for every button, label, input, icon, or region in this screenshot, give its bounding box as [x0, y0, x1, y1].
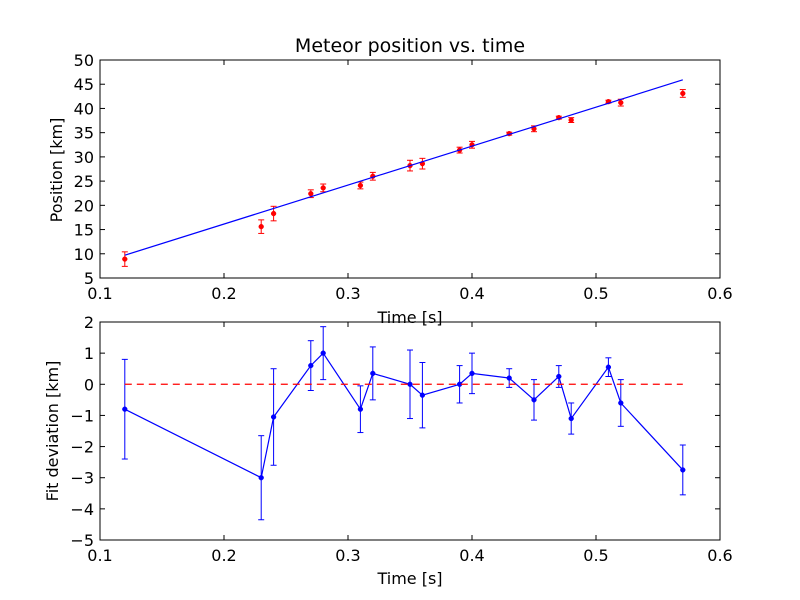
x-tick-label: 0.3	[335, 546, 360, 565]
y-tick-label: 20	[74, 196, 94, 215]
data-point	[531, 397, 537, 403]
fit-line	[124, 79, 683, 256]
data-point	[308, 362, 314, 369]
x-tick-label: 0.2	[211, 546, 236, 565]
x-tick-label: 0.1	[87, 546, 112, 565]
y-tick-label: −2	[70, 438, 94, 457]
x-axis-label: Time [s]	[376, 308, 442, 327]
y-tick-label: 30	[74, 148, 94, 167]
y-tick-label: 1	[84, 344, 94, 363]
y-tick-label: 5	[84, 269, 94, 288]
deviation-line	[124, 352, 684, 479]
data-point	[357, 406, 364, 412]
y-tick-label: 35	[74, 124, 94, 143]
position-plot: 0.1 0.2 0.3 0.4 0.5 0.6 5 10 15 20 25 30 35 40 45 50 Met…	[47, 35, 733, 327]
y-tick-label: 2	[84, 313, 94, 332]
data-point	[556, 373, 562, 380]
y-tick-label: 15	[74, 221, 94, 240]
data-point	[370, 370, 376, 377]
data-point	[568, 117, 574, 123]
data-point	[357, 182, 364, 189]
data-point	[506, 375, 512, 381]
data-point	[419, 392, 426, 398]
x-tick-label: 0.5	[583, 284, 608, 303]
data-point	[122, 406, 128, 412]
x-tick-label: 0.6	[707, 546, 732, 565]
data-point	[270, 414, 277, 420]
data-point	[258, 223, 264, 230]
deviation-plot: 0.1 0.2 0.3 0.4 0.5 0.6 2 1 0 −1 −2 −3 −4 −5 Time [s] F…	[43, 313, 733, 588]
y-tick-label: 50	[74, 51, 94, 70]
data-point	[618, 99, 624, 106]
data-point	[258, 475, 264, 481]
y-tick-label: −4	[70, 500, 94, 519]
y-tick-label: 0	[84, 375, 94, 394]
y-tick-label: −3	[70, 469, 94, 488]
x-tick-label: 0.2	[211, 284, 236, 303]
data-point	[618, 400, 624, 406]
y-tick-label: 10	[74, 245, 94, 264]
y-tick-label: 25	[74, 172, 94, 191]
x-tick-label: 0.4	[459, 284, 484, 303]
data-point	[469, 370, 475, 377]
chart-title: Meteor position vs. time	[295, 35, 525, 57]
data-point	[320, 350, 326, 356]
y-tick-label: −1	[70, 406, 94, 425]
y-tick-label: 45	[74, 75, 94, 94]
y-tick-label: −5	[70, 531, 94, 550]
data-point	[308, 191, 314, 197]
y-axis-label: Fit deviation [km]	[43, 361, 62, 502]
axes-frame	[99, 321, 721, 541]
x-tick-label: 0.5	[583, 546, 608, 565]
axes-frame	[99, 59, 721, 279]
y-axis-label: Position [km]	[47, 118, 66, 223]
data-point	[680, 90, 686, 97]
x-tick-label: 0.4	[459, 546, 484, 565]
x-tick-label: 0.6	[707, 284, 732, 303]
data-point	[568, 415, 574, 422]
data-point	[320, 185, 326, 191]
data-point	[605, 364, 612, 370]
data-point	[122, 256, 128, 262]
x-tick-label: 0.3	[335, 284, 360, 303]
data-point	[270, 210, 277, 217]
x-tick-label: 0.1	[87, 284, 112, 303]
y-tick-label: 40	[74, 99, 94, 118]
data-point	[407, 381, 413, 387]
data-point	[680, 467, 686, 473]
x-axis-label: Time [s]	[376, 569, 442, 588]
